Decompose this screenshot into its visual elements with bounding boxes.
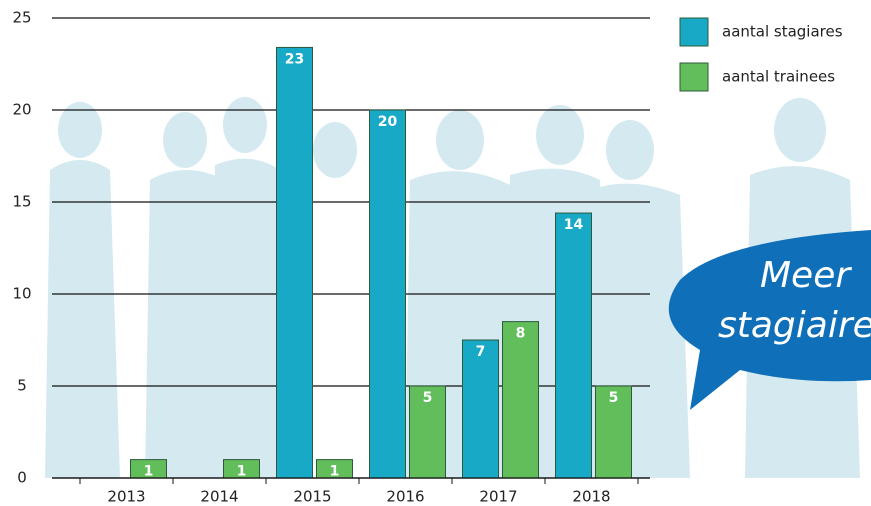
y-tick-label: 15: [12, 193, 31, 211]
legend-swatch: [680, 63, 708, 91]
x-tick-label: 2013: [107, 488, 145, 506]
bar: [463, 340, 499, 478]
y-tick-label: 25: [12, 9, 31, 27]
value-label: 5: [609, 390, 619, 406]
value-label: 14: [564, 217, 584, 233]
chart: Meer stagiaires 051015202523207141115852…: [0, 0, 871, 506]
x-tick-label: 2016: [386, 488, 424, 506]
x-tick-label: 2015: [293, 488, 331, 506]
value-label: 5: [423, 390, 433, 406]
annotation: Meer: [760, 255, 852, 296]
annotation: stagiaires: [718, 305, 871, 346]
value-label: 1: [237, 464, 247, 480]
bar: [370, 110, 406, 478]
legend-label: aantal trainees: [722, 68, 835, 86]
legend-label: aantal stagiares: [722, 23, 843, 41]
value-label: 1: [144, 464, 154, 480]
legend-swatch: [680, 18, 708, 46]
bar: [277, 47, 313, 478]
y-tick-label: 0: [17, 469, 27, 487]
y-tick-label: 10: [12, 285, 31, 303]
y-tick-label: 5: [17, 377, 27, 395]
x-tick-label: 2018: [572, 488, 610, 506]
value-label: 20: [378, 114, 398, 130]
bar: [556, 213, 592, 478]
y-tick-label: 20: [12, 101, 31, 119]
value-label: 23: [285, 51, 304, 67]
bar: [503, 322, 539, 478]
value-label: 8: [516, 326, 526, 342]
value-label: 1: [330, 464, 340, 480]
value-label: 7: [476, 344, 486, 360]
x-tick-label: 2014: [200, 488, 238, 506]
x-tick-label: 2017: [479, 488, 517, 506]
